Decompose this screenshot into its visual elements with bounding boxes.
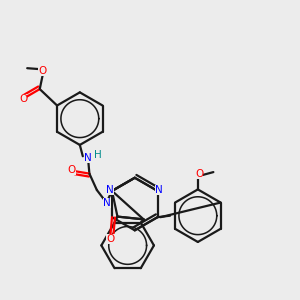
Text: N: N (103, 198, 111, 208)
Text: O: O (67, 165, 76, 175)
Text: O: O (19, 94, 27, 104)
Text: N: N (84, 153, 92, 163)
Text: H: H (94, 150, 102, 161)
Text: O: O (195, 169, 203, 179)
Text: N: N (106, 185, 113, 195)
Text: N: N (154, 185, 162, 195)
Text: O: O (106, 234, 115, 244)
Text: O: O (38, 66, 46, 76)
